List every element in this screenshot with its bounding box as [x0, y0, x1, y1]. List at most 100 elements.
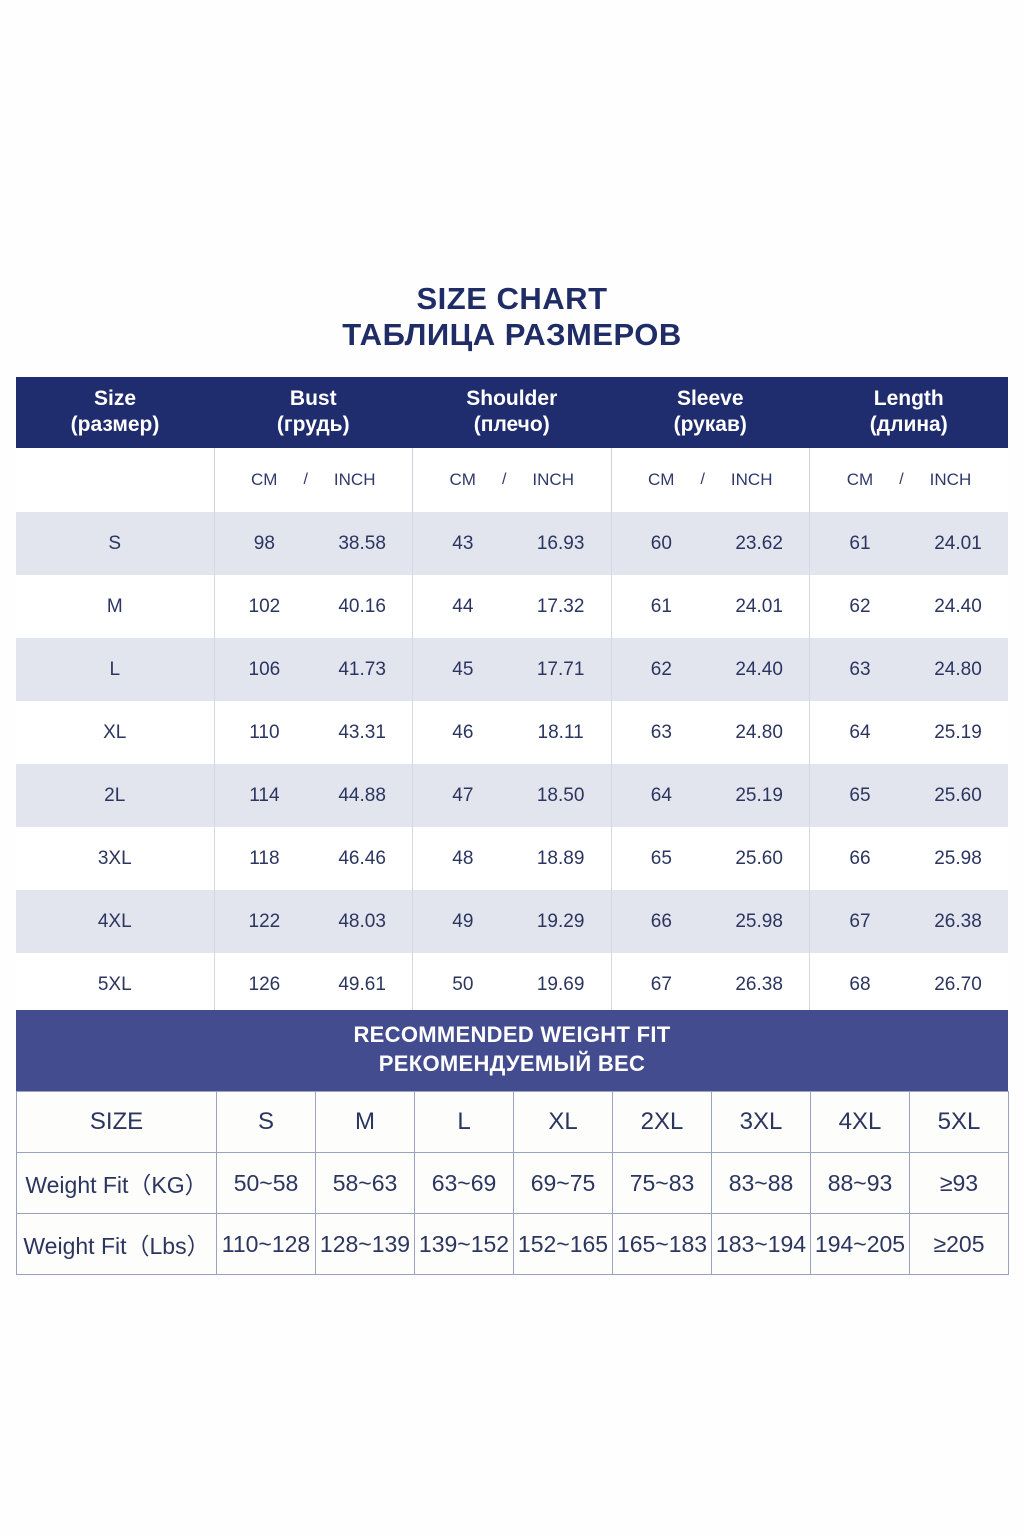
weight-size-cell: M: [315, 1091, 415, 1154]
value-sleeve-cm: 66: [650, 910, 672, 932]
unit-slash-sleeve: /: [700, 471, 705, 489]
value-bust-inch: 49.61: [338, 973, 386, 995]
weight-kg-cell: 88~93: [810, 1152, 910, 1215]
value-bust-cm: 118: [249, 847, 280, 869]
unit-cm-sleeve: CM: [648, 470, 675, 490]
value-length-inch: 25.60: [934, 784, 982, 806]
table-row: M 102 40.16 44 17.32 61 24.01 62 24.40: [16, 575, 1008, 639]
value-length-cm: 68: [849, 973, 871, 995]
cell-shoulder: 46 18.11: [412, 701, 612, 765]
weight-size-cell: 3XL: [711, 1091, 811, 1154]
weight-fit-header-ru: РЕКОМЕНДУЕМЫЙ ВЕС: [378, 1050, 646, 1076]
cell-shoulder: 43 16.93: [412, 512, 612, 576]
weight-kg-cell: 83~88: [711, 1152, 811, 1215]
unit-slash-shoulder: /: [501, 471, 507, 489]
value-sleeve-inch: 24.01: [735, 595, 783, 617]
value-sleeve-cm: 64: [650, 784, 672, 806]
unit-cell-shoulder: CM / INCH: [412, 448, 612, 513]
chart-titles: SIZE CHART ТАБЛИЦА РАЗМЕРОВ: [0, 282, 1024, 354]
unit-inch-sleeve: INCH: [730, 470, 773, 490]
cell-shoulder: 44 17.32: [412, 575, 612, 639]
table-row: XL 110 43.31 46 18.11 63 24.80 64 25.19: [16, 701, 1008, 765]
value-shoulder-cm: 45: [452, 658, 474, 680]
weight-size-cell: 2XL: [612, 1091, 712, 1154]
cell-size: L: [16, 638, 215, 702]
column-header-shoulder-ru: (плечо): [473, 412, 550, 436]
cell-length: 61 24.01: [809, 512, 1008, 576]
cell-sleeve: 67 26.38: [611, 953, 810, 1017]
cell-bust: 126 49.61: [214, 953, 413, 1017]
weight-size-cell: XL: [513, 1091, 613, 1154]
table-row: 3XL 118 46.46 48 18.89 65 25.60 66 25.98: [16, 827, 1008, 891]
unit-cm-length: CM: [846, 470, 874, 490]
value-sleeve-inch: 25.19: [735, 784, 783, 806]
value-length-inch: 24.01: [934, 532, 982, 554]
value-sleeve-cm: 63: [650, 721, 672, 743]
cell-shoulder: 45 17.71: [412, 638, 612, 702]
cell-bust: 106 41.73: [214, 638, 413, 702]
value-length-inch: 25.98: [934, 847, 982, 869]
value-length-cm: 61: [849, 532, 871, 554]
weight-lbs-cell: ≥205: [909, 1213, 1009, 1276]
value-length-cm: 62: [849, 595, 871, 617]
value-sleeve-inch: 23.62: [735, 532, 783, 554]
cell-bust: 122 48.03: [214, 890, 413, 954]
unit-cell-length: CM / INCH: [809, 448, 1008, 513]
unit-cell-bust: CM / INCH: [214, 448, 413, 513]
unit-cm-bust: CM: [251, 470, 278, 490]
unit-cm-shoulder: CM: [449, 470, 476, 490]
value-bust-inch: 44.88: [338, 784, 386, 806]
cell-sleeve: 64 25.19: [611, 764, 810, 828]
value-shoulder-inch: 19.69: [536, 973, 585, 995]
weight-fit-header: RECOMMENDED WEIGHT FIT РЕКОМЕНДУЕМЫЙ ВЕС: [16, 1010, 1008, 1092]
table-row: L 106 41.73 45 17.71 62 24.40 63 24.80: [16, 638, 1008, 702]
value-bust-cm: 114: [249, 784, 280, 806]
weight-lbs-cell: 165~183: [612, 1213, 712, 1276]
value-bust-cm: 106: [248, 658, 281, 680]
recommended-weight-fit-block: RECOMMENDED WEIGHT FIT РЕКОМЕНДУЕМЫЙ ВЕС…: [16, 1010, 1009, 1276]
cell-shoulder: 47 18.50: [412, 764, 612, 828]
weight-lbs-cell: 110~128: [216, 1213, 316, 1276]
weight-kg-label: Weight Fit（KG）: [16, 1152, 217, 1215]
value-length-cm: 65: [849, 784, 871, 806]
value-sleeve-inch: 25.60: [735, 847, 783, 869]
weight-kg-cell: 50~58: [216, 1152, 316, 1215]
value-shoulder-cm: 47: [452, 784, 474, 806]
column-header-length-en: Length: [873, 387, 944, 410]
weight-kg-cell: 58~63: [315, 1152, 415, 1215]
value-sleeve-inch: 24.80: [735, 721, 783, 743]
column-header-size-en: Size: [93, 387, 137, 410]
cell-sleeve: 63 24.80: [611, 701, 810, 765]
column-header-sleeve-ru: (рукав): [673, 412, 747, 436]
cell-bust: 102 40.16: [214, 575, 413, 639]
value-sleeve-cm: 60: [650, 532, 672, 554]
unit-inch-length: INCH: [929, 470, 972, 490]
cell-length: 67 26.38: [809, 890, 1008, 954]
cell-size: XL: [16, 701, 215, 765]
cell-size: 2L: [16, 764, 215, 828]
size-table-header: Size (размер) Bust (грудь) Shoulder (пле…: [16, 377, 1008, 513]
cell-size: M: [16, 575, 215, 639]
cell-sleeve: 65 25.60: [611, 827, 810, 891]
value-bust-cm: 98: [253, 532, 275, 554]
value-shoulder-inch: 17.71: [536, 658, 585, 680]
page-title-en: SIZE CHART: [416, 281, 608, 316]
value-shoulder-cm: 48: [452, 847, 474, 869]
table-row: 5XL 126 49.61 50 19.69 67 26.38 68 26.70: [16, 953, 1008, 1017]
value-sleeve-inch: 26.38: [735, 973, 783, 995]
value-shoulder-cm: 44: [452, 595, 474, 617]
unit-inch-bust: INCH: [333, 470, 376, 490]
value-bust-inch: 38.58: [338, 532, 386, 554]
unit-slash-length: /: [899, 471, 904, 489]
column-header-bust-ru: (грудь): [276, 412, 350, 436]
column-header-bust: Bust (грудь): [214, 377, 413, 449]
value-bust-cm: 122: [248, 910, 281, 932]
column-header-size: Size (размер): [16, 377, 214, 449]
weight-table-body: SIZE S M L XL 2XL 3XL 4XL 5XL Weight Fit（KG） 50~58…: [16, 1091, 1009, 1276]
column-header-shoulder: Shoulder (плечо): [412, 377, 611, 449]
column-header-shoulder-en: Shoulder: [466, 387, 558, 410]
unit-cell-empty: [16, 448, 215, 513]
table-row: 4XL 122 48.03 49 19.29 66 25.98 67 26.38: [16, 890, 1008, 954]
weight-kg-cell: 69~75: [513, 1152, 613, 1215]
column-header-sleeve: Sleeve (рукав): [611, 377, 810, 449]
